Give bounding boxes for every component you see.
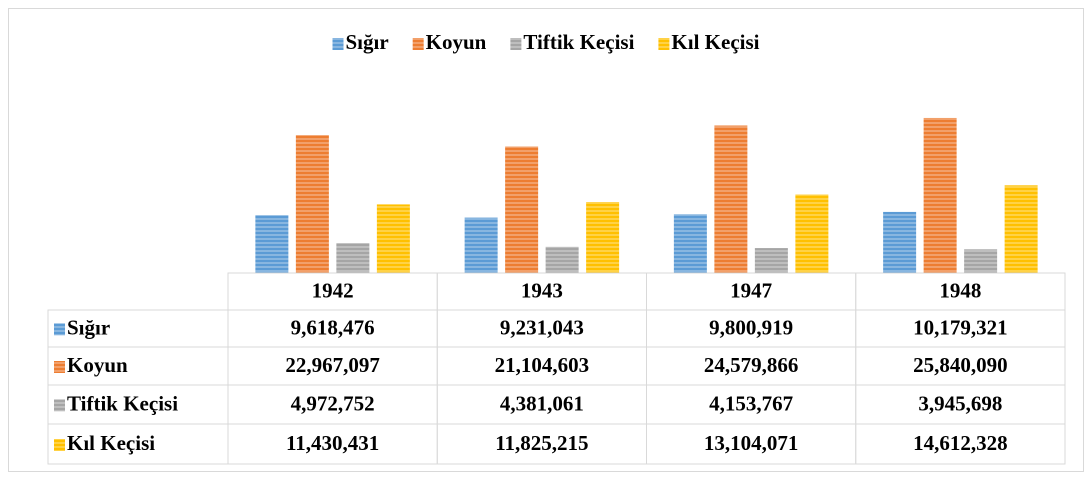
bar bbox=[545, 246, 579, 273]
table-legend-key bbox=[54, 323, 65, 336]
table-row-label: Sığır bbox=[67, 315, 110, 339]
table-value: 11,430,431 bbox=[286, 431, 379, 455]
table-value: 9,618,476 bbox=[291, 315, 375, 339]
table-legend-key bbox=[54, 399, 65, 412]
table-value: 24,579,866 bbox=[704, 353, 799, 377]
table-value: 13,104,071 bbox=[704, 431, 799, 455]
table-value: 25,840,090 bbox=[913, 353, 1008, 377]
table-header-label: 1943 bbox=[521, 278, 563, 302]
table-header-label: 1942 bbox=[312, 278, 354, 302]
bar bbox=[964, 249, 998, 273]
table-row-label: Kıl Keçisi bbox=[67, 431, 155, 455]
bar bbox=[255, 215, 289, 273]
bar bbox=[505, 146, 539, 273]
bar bbox=[464, 217, 498, 273]
legend-label: Kıl Keçisi bbox=[671, 30, 759, 54]
legend-swatch bbox=[658, 38, 670, 50]
bar bbox=[714, 125, 748, 273]
table-value: 9,231,043 bbox=[500, 315, 584, 339]
legend-swatch bbox=[332, 38, 344, 50]
legend-label: Koyun bbox=[426, 30, 487, 54]
bar bbox=[376, 204, 410, 273]
bar bbox=[754, 248, 788, 273]
table-value: 4,381,061 bbox=[500, 391, 584, 415]
bar bbox=[883, 211, 917, 273]
legend-swatch bbox=[510, 38, 522, 50]
bar bbox=[673, 214, 707, 273]
bar bbox=[295, 135, 329, 273]
table-legend-key bbox=[54, 439, 65, 451]
table-value: 4,153,767 bbox=[709, 391, 793, 415]
table-value: 9,800,919 bbox=[709, 315, 793, 339]
bar bbox=[336, 243, 370, 273]
table-value: 3,945,698 bbox=[918, 391, 1002, 415]
bar bbox=[1004, 185, 1038, 273]
legend-swatch bbox=[412, 38, 424, 50]
legend-label: Sığır bbox=[346, 30, 389, 54]
table-value: 14,612,328 bbox=[913, 431, 1008, 455]
table-row bbox=[47, 423, 1066, 465]
legend-label: Tiftik Keçisi bbox=[523, 30, 634, 54]
table-value: 10,179,321 bbox=[913, 315, 1008, 339]
table-row-label: Tiftik Keçisi bbox=[67, 391, 178, 415]
table-value: 11,825,215 bbox=[495, 431, 588, 455]
bar bbox=[586, 202, 620, 273]
table-value: 21,104,603 bbox=[495, 353, 590, 377]
table-value: 22,967,097 bbox=[285, 353, 380, 377]
table-value: 4,972,752 bbox=[291, 391, 375, 415]
bar bbox=[923, 117, 957, 273]
table-header-label: 1947 bbox=[730, 278, 772, 302]
table-row-label: Koyun bbox=[67, 353, 128, 377]
table-header-label: 1948 bbox=[939, 278, 981, 302]
table-legend-key bbox=[54, 361, 65, 373]
bar bbox=[795, 194, 829, 273]
